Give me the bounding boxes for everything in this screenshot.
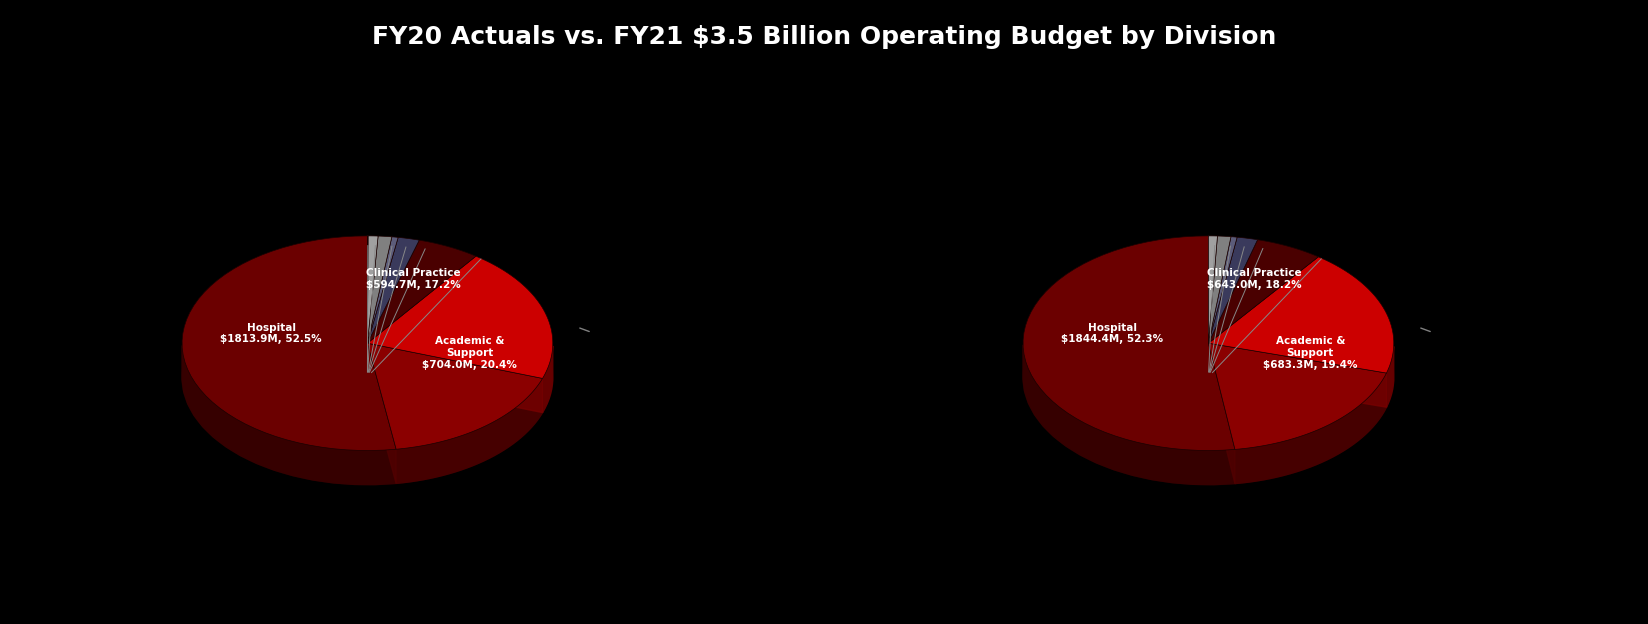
Polygon shape — [368, 256, 552, 378]
Text: Academic &
Support
$683.3M, 19.4%: Academic & Support $683.3M, 19.4% — [1262, 336, 1356, 369]
Polygon shape — [368, 343, 396, 484]
Polygon shape — [368, 343, 396, 484]
Polygon shape — [1208, 236, 1216, 343]
Text: Clinical Practice
$643.0M, 18.2%: Clinical Practice $643.0M, 18.2% — [1206, 268, 1302, 290]
Polygon shape — [181, 236, 396, 451]
Polygon shape — [1022, 270, 1393, 485]
Polygon shape — [1208, 343, 1386, 407]
Text: FY20 Actuals vs. FY21 $3.5 Billion Operating Budget by Division: FY20 Actuals vs. FY21 $3.5 Billion Opera… — [372, 26, 1276, 49]
Polygon shape — [1208, 343, 1234, 484]
Polygon shape — [1022, 236, 1234, 451]
Polygon shape — [368, 237, 419, 343]
Polygon shape — [368, 237, 397, 343]
Polygon shape — [181, 346, 396, 485]
Polygon shape — [368, 236, 392, 343]
Text: Hospital
$1844.4M, 52.3%: Hospital $1844.4M, 52.3% — [1060, 323, 1162, 344]
Polygon shape — [1208, 343, 1386, 449]
Polygon shape — [1208, 343, 1234, 484]
Polygon shape — [368, 343, 542, 412]
Polygon shape — [1208, 240, 1318, 343]
Polygon shape — [1234, 373, 1386, 484]
Polygon shape — [181, 270, 552, 485]
Polygon shape — [1022, 345, 1234, 485]
Polygon shape — [368, 343, 542, 412]
Polygon shape — [396, 378, 542, 484]
Polygon shape — [1208, 236, 1229, 343]
Polygon shape — [1208, 236, 1236, 343]
Polygon shape — [1208, 237, 1257, 343]
Polygon shape — [368, 343, 542, 449]
Text: Clinical Practice
$594.7M, 17.2%: Clinical Practice $594.7M, 17.2% — [366, 268, 461, 290]
Polygon shape — [368, 236, 377, 343]
Polygon shape — [542, 346, 552, 412]
Polygon shape — [1208, 343, 1386, 407]
Polygon shape — [1208, 257, 1393, 373]
Text: Hospital
$1813.9M, 52.5%: Hospital $1813.9M, 52.5% — [221, 323, 321, 344]
Text: Academic &
Support
$704.0M, 20.4%: Academic & Support $704.0M, 20.4% — [422, 336, 516, 369]
Polygon shape — [1386, 346, 1393, 407]
Polygon shape — [368, 240, 476, 343]
